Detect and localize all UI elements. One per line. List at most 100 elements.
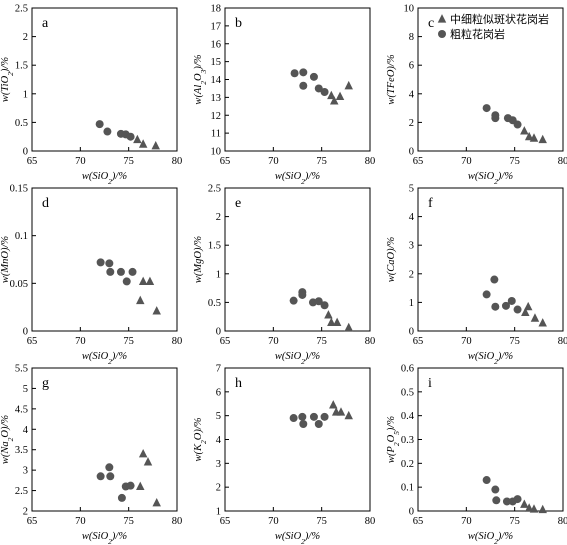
circle-point	[298, 412, 307, 421]
triangle-point	[329, 400, 338, 409]
triangle-point	[538, 504, 547, 514]
y-tick-label: 0	[216, 327, 221, 338]
y-tick-label: 2	[409, 269, 414, 280]
y-tick-label: 0	[409, 327, 414, 338]
x-tick-label: 70	[75, 516, 86, 527]
plot-frame	[31, 7, 178, 152]
x-tick-label: 65	[220, 336, 231, 347]
plot-frame	[31, 187, 178, 332]
circle-point	[513, 305, 522, 314]
panel-e: 65 70 75 80 0 0.5 1 1.5 2 2.5 e w(SiO2)/% w(MgO)/%	[193, 184, 375, 366]
triangle-point	[524, 131, 534, 141]
panel-h: 65 70 75 80 1 2 3 4 5 6 7 h w(SiO2)/% w(K2O)/%	[193, 364, 375, 545]
circle-point	[501, 301, 510, 310]
circle-point	[320, 412, 329, 421]
circle-point	[320, 301, 329, 310]
x-tick-label: 80	[172, 156, 183, 167]
x-tick-label: 80	[558, 336, 567, 347]
y-axis-label: w(MnO)/%	[0, 236, 11, 283]
triangle-point	[524, 503, 534, 512]
circle-point	[491, 114, 500, 123]
panel-letter: a	[42, 16, 49, 31]
y-axis-label: w(P2O5)/%	[386, 416, 401, 463]
circle-point	[513, 495, 522, 504]
panel-i: 65 70 75 80 0 0.1 0.2 0.3 0.4 0.5 0.6 i w(SiO2)/% w(P…	[386, 364, 567, 545]
circle-point	[128, 267, 137, 276]
x-axis-label: w(SiO2)/%	[82, 531, 127, 545]
y-tick-label: 14	[211, 75, 222, 86]
y-tick-label: 16	[211, 39, 222, 50]
circle-point	[299, 68, 308, 77]
triangle-point	[138, 448, 148, 458]
y-tick-label: 18	[211, 4, 222, 15]
circle-point	[103, 127, 112, 136]
triangle-point	[521, 307, 530, 316]
x-tick-label: 80	[365, 156, 376, 167]
y-axis-label: w(MgO)/%	[193, 236, 204, 283]
y-tick-label: 2	[409, 118, 414, 129]
y-tick-label: 15	[211, 57, 222, 68]
triangle-point	[152, 306, 161, 315]
circle-point	[96, 258, 105, 267]
circle-point	[482, 290, 491, 299]
triangle-point	[523, 301, 533, 311]
y-tick-label: 5	[23, 384, 28, 395]
y-tick-label: 0.4	[401, 411, 415, 422]
circle-point	[482, 104, 491, 113]
y-tick-label: 6	[409, 61, 414, 72]
x-tick-label: 65	[413, 336, 424, 347]
circle-point	[491, 485, 500, 494]
x-tick-label: 65	[413, 156, 424, 167]
y-tick-label: 5	[409, 184, 414, 195]
y-tick-label: 0.05	[10, 279, 28, 290]
circle-point	[507, 296, 516, 305]
y-axis-label: w(TFeO)/%	[386, 54, 397, 104]
triangle-point	[335, 91, 345, 101]
y-tick-label: 2.5	[15, 486, 28, 497]
y-tick-label: 2	[23, 32, 28, 43]
circle-point	[298, 290, 307, 299]
y-tick-label: 17	[211, 21, 222, 32]
x-tick-label: 75	[316, 156, 327, 167]
x-tick-label: 70	[461, 516, 472, 527]
x-tick-label: 75	[509, 156, 520, 167]
panel-letter: f	[428, 196, 433, 211]
plot-frame	[417, 7, 564, 152]
panel-letter: b	[235, 16, 242, 31]
y-tick-label: 0	[23, 147, 28, 158]
y-tick-label: 1.5	[208, 241, 221, 252]
circle-point	[105, 463, 114, 472]
x-tick-label: 70	[461, 156, 472, 167]
triangle-point	[336, 407, 346, 416]
y-tick-label: 0	[409, 147, 414, 158]
triangle-point	[327, 317, 336, 326]
circle-point	[122, 277, 131, 286]
triangle-point	[529, 133, 539, 142]
x-axis-label: w(SiO2)/%	[468, 351, 513, 366]
y-tick-label: 10	[211, 147, 222, 158]
panel-letter: h	[235, 376, 242, 391]
x-tick-label: 80	[558, 516, 567, 527]
plot-frame	[417, 367, 564, 512]
y-axis-label: w(Al2O3)/%	[193, 54, 208, 104]
circle-point	[320, 88, 329, 97]
circle-point	[116, 267, 125, 276]
y-tick-label: 1	[216, 269, 221, 280]
circle-point	[126, 132, 135, 141]
triangle-point	[143, 457, 153, 466]
y-tick-label: 2	[216, 212, 221, 223]
y-tick-label: 3.5	[15, 445, 28, 456]
x-axis-label: w(SiO2)/%	[275, 171, 320, 186]
x-tick-label: 70	[268, 156, 279, 167]
y-tick-label: 2	[216, 483, 221, 494]
circle-point	[309, 72, 318, 81]
circle-point	[309, 412, 318, 421]
panel-c: 65 70 75 80 0 2 4 6 8 10 c w(SiO2)/% w(TFeO)/%	[386, 4, 567, 186]
circle-point	[513, 120, 522, 129]
y-tick-label: 5.5	[15, 364, 28, 375]
y-tick-label: 0.6	[401, 364, 414, 375]
y-tick-label: 0.3	[401, 435, 414, 446]
circle-point	[290, 69, 299, 78]
y-tick-label: 3	[409, 241, 414, 252]
